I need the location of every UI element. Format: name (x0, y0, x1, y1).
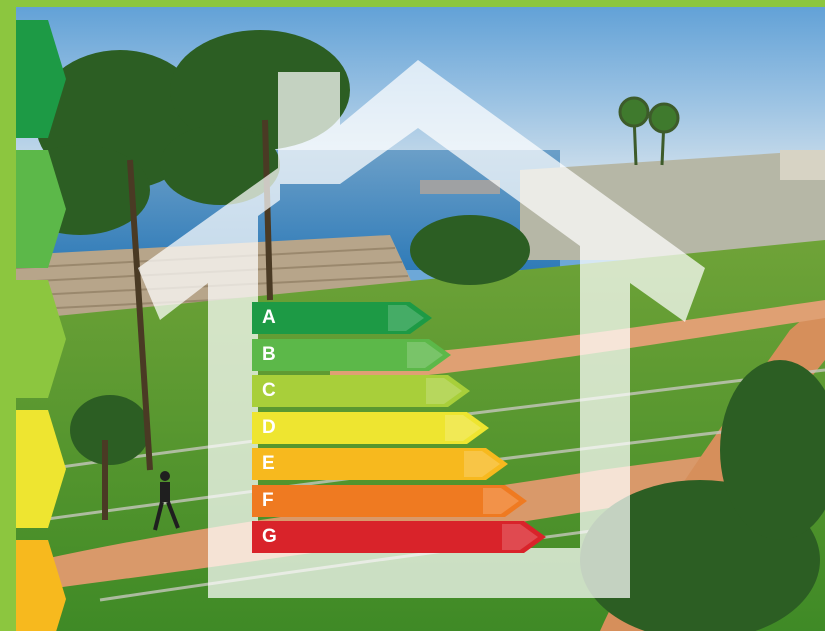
rating-label-e: E (262, 453, 275, 474)
rating-bar-b: B (252, 338, 451, 371)
rating-arrow-g (252, 521, 546, 553)
palm-trees (618, 96, 680, 166)
rating-bar-a: A (252, 302, 432, 334)
rating-arrow-d (252, 411, 489, 444)
walking-person (153, 471, 180, 531)
rating-label-c: C (262, 380, 276, 401)
rating-bar-f: F (252, 484, 527, 517)
trees (10, 30, 825, 631)
rating-arrow-f (252, 484, 527, 517)
top-accent-bar (0, 0, 825, 7)
rating-arrow-b (252, 338, 451, 371)
rating-label-g: G (262, 526, 277, 547)
rating-label-b: B (262, 343, 276, 365)
rating-bar-e: E (252, 448, 508, 480)
rating-arrow-a (252, 302, 432, 334)
pavilion (420, 180, 500, 194)
rating-arrow-e (252, 448, 508, 480)
rating-bar-c: C (252, 375, 470, 407)
rating-label-d: D (262, 416, 276, 438)
rating-label-f: F (262, 489, 274, 511)
rating-bar-d: D (252, 411, 489, 444)
rating-arrow-c (252, 375, 470, 407)
side-accent-strip (0, 7, 16, 631)
rating-label-a: A (262, 307, 276, 328)
stone-building (780, 150, 825, 180)
path-terrace (330, 300, 825, 385)
rating-bar-g: G (252, 521, 546, 553)
